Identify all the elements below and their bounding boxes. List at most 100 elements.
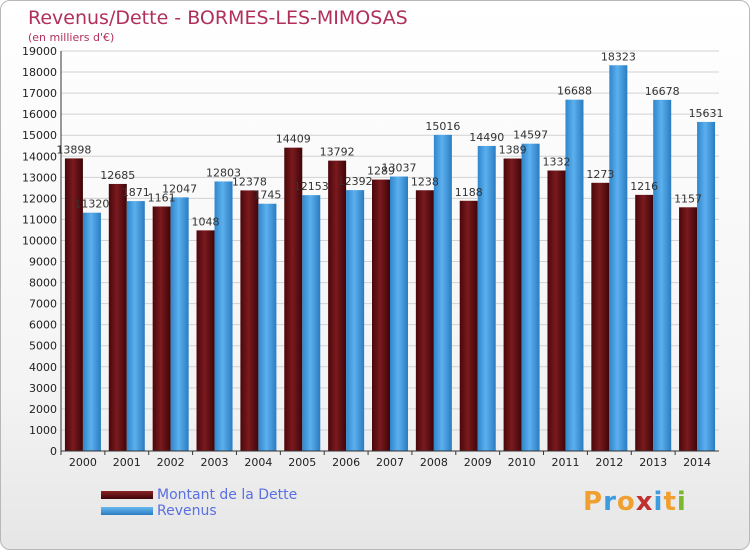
x-tick-label: 2000 — [69, 456, 97, 469]
bar-revenus — [477, 145, 496, 451]
y-tick-label: 17000 — [22, 87, 57, 100]
bar-dette — [459, 200, 478, 451]
bar-revenus — [302, 195, 321, 451]
bar-dette — [108, 183, 127, 451]
legend-swatch-revenus — [101, 507, 153, 515]
bar-revenus — [214, 181, 233, 451]
bar-dette — [196, 230, 215, 451]
x-tick-label: 2012 — [595, 456, 623, 469]
bar-dette — [328, 160, 347, 452]
bar-revenus — [258, 203, 277, 451]
data-label: 18323 — [601, 50, 636, 63]
data-label: 14409 — [276, 133, 311, 146]
data-label: 12392 — [338, 175, 373, 188]
bar-revenus — [609, 65, 628, 452]
y-tick-label: 2000 — [29, 403, 57, 416]
bar-revenus — [653, 99, 672, 451]
bar-revenus — [697, 121, 716, 451]
x-tick-label: 2011 — [551, 456, 579, 469]
bar-dette — [591, 182, 610, 451]
bar-dette — [415, 190, 434, 451]
bar-revenus — [565, 99, 584, 452]
data-label: 13898 — [56, 143, 91, 156]
data-label: 14490 — [469, 131, 504, 144]
data-label: 16678 — [645, 85, 680, 98]
x-tick-label: 2006 — [332, 456, 360, 469]
data-label: 1871 — [122, 186, 150, 199]
data-label: 12047 — [162, 182, 197, 195]
bar-revenus — [170, 197, 189, 451]
x-tick-label: 2009 — [464, 456, 492, 469]
bar-revenus — [82, 212, 101, 451]
bar-dette — [547, 170, 566, 451]
y-tick-label: 3000 — [29, 382, 57, 395]
bar-dette — [284, 147, 303, 451]
y-tick-label: 4000 — [29, 361, 57, 374]
bar-dette — [240, 190, 259, 451]
data-label: 11320 — [74, 198, 109, 211]
bar-dette — [503, 158, 522, 451]
y-tick-label: 16000 — [22, 108, 57, 121]
legend-label-dette: Montant de la Dette — [157, 487, 298, 503]
y-tick-label: 10000 — [22, 234, 57, 247]
logo-letter: P — [583, 487, 604, 517]
logo-letter: o — [616, 487, 636, 517]
data-label: 1048 — [192, 215, 220, 228]
bar-revenus — [390, 176, 408, 451]
y-tick-label: 0 — [50, 445, 57, 458]
data-label: 1238 — [411, 175, 439, 188]
logo-letter: t — [663, 487, 677, 517]
y-tick-label: 6000 — [29, 319, 57, 332]
y-tick-label: 12000 — [22, 192, 57, 205]
data-label: 1332 — [542, 156, 570, 169]
data-label: 12685 — [100, 169, 135, 182]
y-tick-label: 19000 — [22, 45, 57, 58]
data-label: 1289 — [367, 165, 395, 178]
data-label: 15631 — [689, 107, 724, 120]
x-tick-label: 2014 — [683, 456, 711, 469]
y-tick-label: 15000 — [22, 129, 57, 142]
bar-revenus — [126, 201, 145, 451]
logo-letter: i — [676, 487, 687, 517]
x-tick-label: 2005 — [288, 456, 316, 469]
y-tick-label: 13000 — [22, 171, 57, 184]
y-tick-label: 7000 — [29, 298, 57, 311]
bar-revenus — [346, 190, 365, 451]
y-tick-label: 9000 — [29, 256, 57, 269]
y-tick-label: 18000 — [22, 66, 57, 79]
chart-title: Revenus/Dette - BORMES-LES-MIMOSAS — [28, 7, 408, 29]
x-tick-label: 2008 — [420, 456, 448, 469]
logo-letter: i — [653, 487, 664, 517]
data-label: 1188 — [455, 186, 483, 199]
bar-revenus — [521, 143, 540, 451]
logo-letter: x — [635, 487, 654, 517]
data-label: 16688 — [557, 85, 592, 98]
data-label: 12803 — [206, 166, 241, 179]
bar-revenus — [433, 134, 452, 451]
data-label: 1161 — [148, 192, 176, 205]
x-tick-label: 2004 — [244, 456, 272, 469]
x-tick-label: 2001 — [113, 456, 141, 469]
bar-dette — [679, 207, 698, 451]
data-label: 1389 — [499, 144, 527, 157]
legend-label-revenus: Revenus — [157, 503, 217, 519]
x-tick-label: 2007 — [376, 456, 404, 469]
bar-dette — [372, 179, 390, 451]
data-label: 13792 — [320, 146, 355, 159]
y-tick-label: 11000 — [22, 213, 57, 226]
y-tick-label: 14000 — [22, 150, 57, 163]
x-tick-label: 2002 — [157, 456, 185, 469]
data-label: 12378 — [232, 175, 267, 188]
bar-dette — [64, 158, 83, 451]
data-label: 14597 — [513, 129, 548, 142]
logo-letter: r — [603, 487, 617, 517]
data-label: 1745 — [253, 189, 281, 202]
bar-dette — [635, 194, 654, 451]
data-label: 1157 — [674, 192, 702, 205]
y-tick-label: 8000 — [29, 277, 57, 290]
x-tick-label: 2003 — [201, 456, 229, 469]
data-label: 1216 — [630, 180, 658, 193]
bar-dette — [152, 206, 171, 451]
